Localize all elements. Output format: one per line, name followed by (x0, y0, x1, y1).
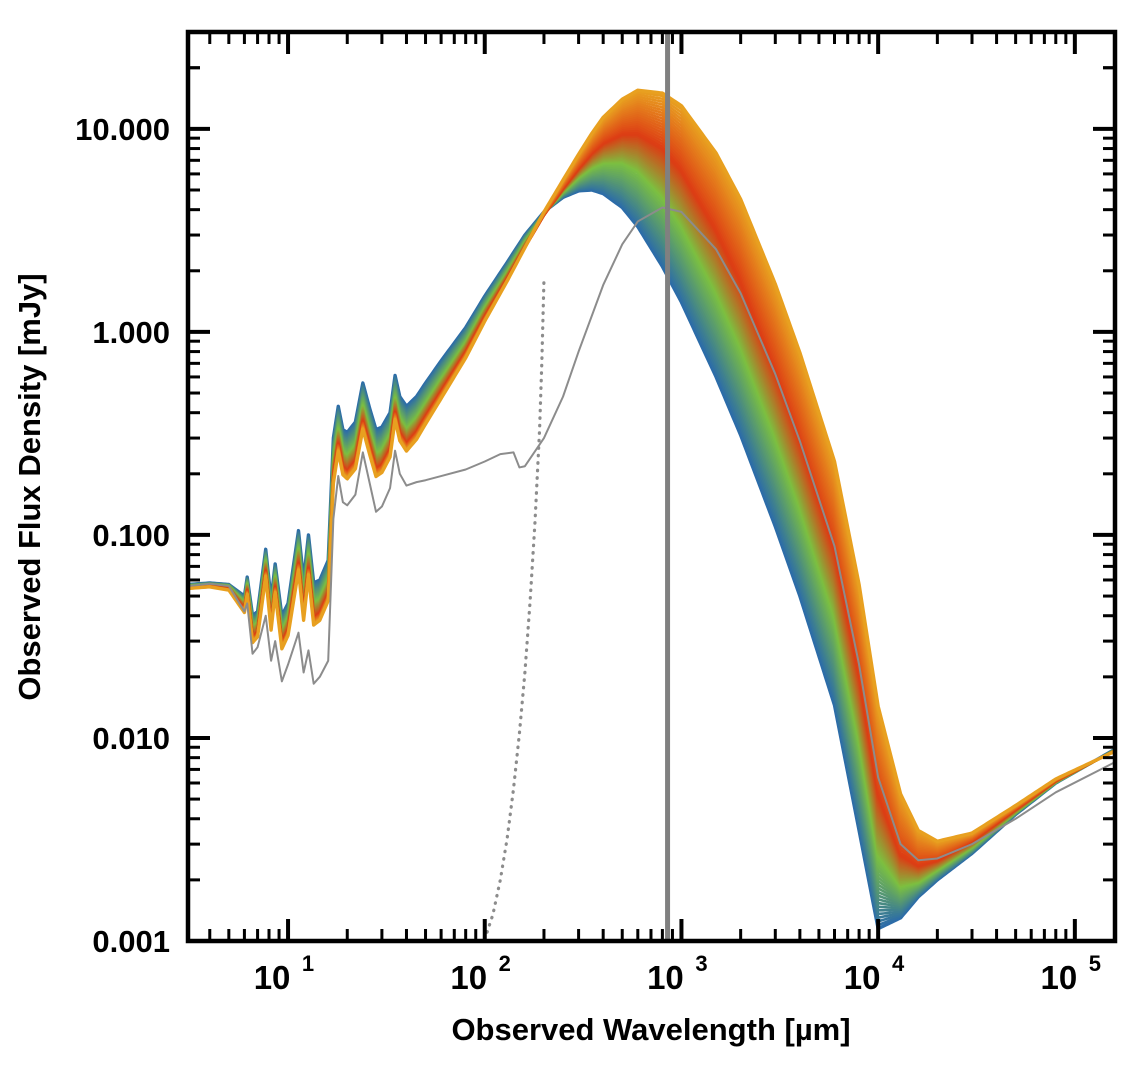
x-tick-label: 10 5 (1040, 951, 1100, 996)
svg-text:4: 4 (892, 951, 905, 976)
svg-text:10: 10 (1040, 959, 1077, 996)
reference-sed-solid (187, 206, 1116, 862)
y-tick-label: 0.001 (92, 924, 170, 959)
svg-text:3: 3 (695, 951, 707, 976)
x-tick-label: 10 2 (450, 951, 510, 996)
reference-curve-group (187, 206, 1116, 941)
x-tick-label: 10 4 (844, 951, 905, 996)
svg-text:1: 1 (302, 951, 314, 976)
svg-text:5: 5 (1089, 951, 1101, 976)
model-sed-curve (186, 88, 1117, 843)
reference-sed-dotted (483, 278, 546, 941)
svg-text:2: 2 (499, 951, 511, 976)
svg-text:10: 10 (647, 959, 684, 996)
svg-text:10: 10 (254, 959, 291, 996)
axis-ticks (188, 30, 1115, 943)
svg-text:10: 10 (450, 959, 487, 996)
x-tick-label: 10 3 (647, 951, 707, 996)
model-curve-group (186, 88, 1117, 931)
x-axis-title: Observed Wavelength [µm] (451, 1012, 850, 1047)
svg-text:10: 10 (844, 959, 881, 996)
y-axis-title: Observed Flux Density [mJy] (12, 273, 47, 700)
x-tick-label: 10 1 (254, 951, 314, 996)
y-tick-label: 0.100 (92, 518, 170, 553)
y-tick-label: 0.010 (92, 721, 170, 756)
y-tick-label: 10.000 (75, 112, 170, 147)
y-tick-label: 1.000 (92, 315, 170, 350)
